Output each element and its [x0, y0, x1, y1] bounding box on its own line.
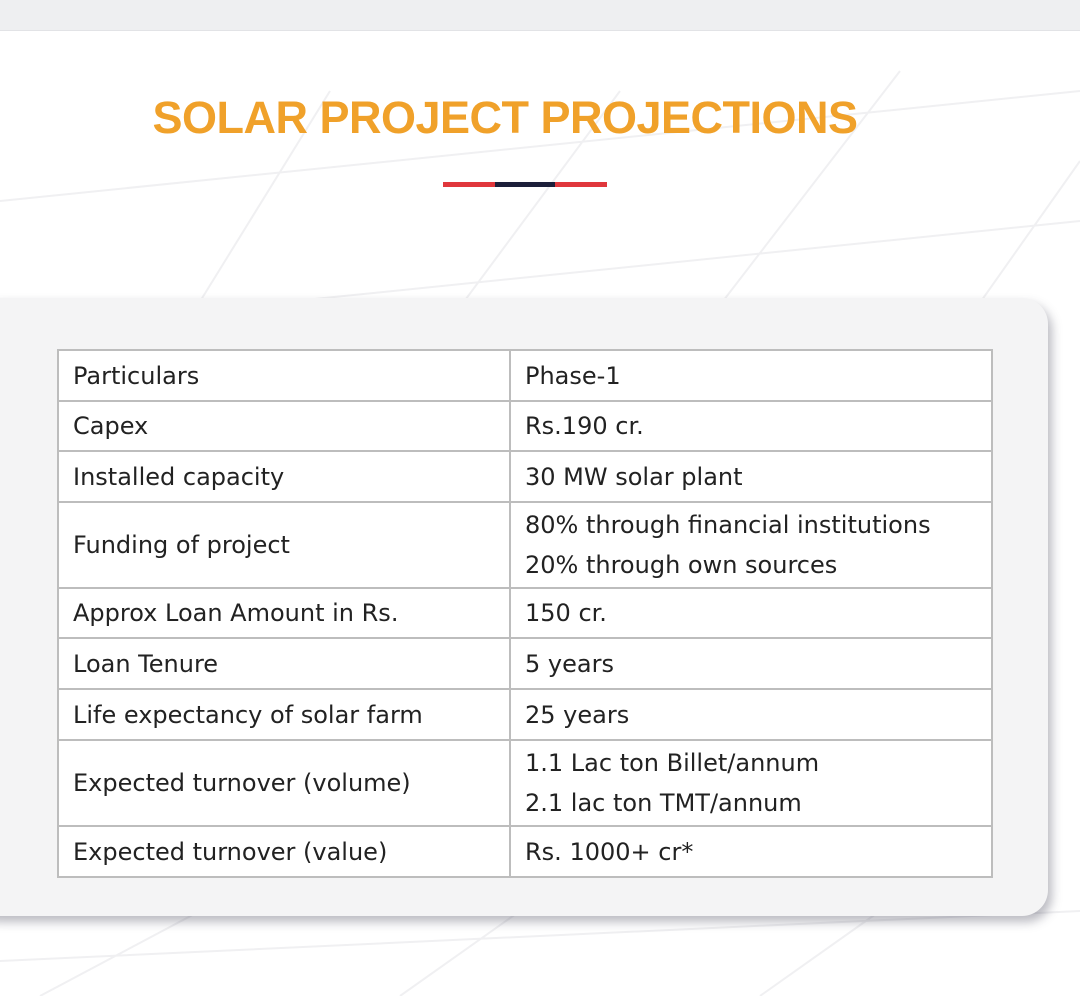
- cell-text: 80% through financial institutions: [525, 511, 931, 539]
- table-cell: Loan Tenure: [57, 637, 511, 690]
- cell-text: Rs.190 cr.: [525, 412, 644, 440]
- cell-text: 2.1 lac ton TMT/annum: [525, 789, 802, 817]
- cell-text: Funding of project: [73, 531, 290, 559]
- cell-text: Rs. 1000+ cr*: [525, 837, 694, 866]
- table-cell: Phase-1: [509, 349, 993, 402]
- table-cell: Rs.190 cr.: [509, 400, 993, 452]
- title-rule: [555, 182, 607, 187]
- table-cell: Capex: [57, 400, 511, 452]
- cell-text: Phase-1: [525, 361, 621, 390]
- table-cell: Particulars: [57, 349, 511, 402]
- table-row: Particulars Phase-1: [57, 349, 993, 402]
- cell-text: Expected turnover (volume): [73, 769, 411, 797]
- cell-text: 25 years: [525, 700, 630, 729]
- cell-text: Loan Tenure: [73, 649, 219, 678]
- cell-text: 1.1 Lac ton Billet/annum: [525, 749, 820, 777]
- table-cell: Installed capacity: [57, 450, 511, 503]
- table-cell: 1.1 Lac ton Billet/annum 2.1 lac ton TMT/…: [509, 739, 993, 827]
- table-cell: Life expectancy of solar farm: [57, 688, 511, 741]
- table-cell: Expected turnover (volume): [57, 739, 511, 827]
- cell-text: Approx Loan Amount in Rs.: [73, 599, 399, 627]
- table-cell: 25 years: [509, 688, 993, 741]
- cell-text: 150 cr.: [525, 599, 607, 627]
- table-cell: 30 MW solar plant: [509, 450, 993, 503]
- cell-text: Life expectancy of solar farm: [73, 700, 423, 729]
- table-cell: 5 years: [509, 637, 993, 690]
- background-pattern: [0, 70, 1080, 996]
- cell-text: Particulars: [73, 361, 200, 390]
- projection-table: Particulars Phase-1 Capex Rs.190 cr. Install…: [57, 349, 993, 878]
- table-cell: 150 cr.: [509, 587, 993, 639]
- table-cell: 80% through financial institutions 20% th…: [509, 501, 993, 589]
- cell-text: 30 MW solar plant: [525, 462, 743, 491]
- table-row: Approx Loan Amount in Rs. 150 cr.: [57, 587, 993, 639]
- table-cell: Rs. 1000+ cr*: [509, 825, 993, 878]
- page-title: SOLAR PROJECT PROJECTIONS: [152, 92, 858, 143]
- cell-text: Capex: [73, 412, 149, 440]
- table-row: Funding of project 80% through financial …: [57, 501, 993, 589]
- table-cell: Approx Loan Amount in Rs.: [57, 587, 511, 639]
- cell-text: Expected turnover (value): [73, 837, 388, 866]
- table-row: Life expectancy of solar farm 25 years: [57, 688, 993, 741]
- cell-text: 5 years: [525, 649, 614, 678]
- table-row: Expected turnover (volume) 1.1 Lac ton Bi…: [57, 739, 993, 827]
- cell-text: Installed capacity: [73, 462, 285, 491]
- title-rule: [443, 182, 495, 187]
- table-row: Installed capacity 30 MW solar plant: [57, 450, 993, 503]
- table-cell: Expected turnover (value): [57, 825, 511, 878]
- table-row: Expected turnover (value) Rs. 1000+ cr*: [57, 825, 993, 878]
- table-cell: Funding of project: [57, 501, 511, 589]
- top-bar: [0, 0, 1080, 31]
- table-row: Capex Rs.190 cr.: [57, 400, 993, 452]
- title-rule: [495, 182, 555, 187]
- cell-text: 20% through own sources: [525, 551, 838, 579]
- table-row: Loan Tenure 5 years: [57, 637, 993, 690]
